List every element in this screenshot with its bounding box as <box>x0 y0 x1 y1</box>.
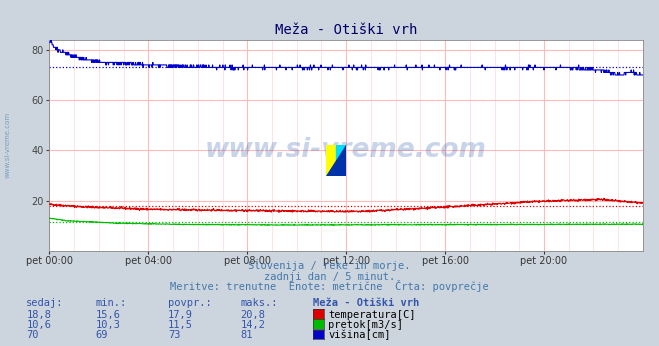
Text: Meritve: trenutne  Enote: metrične  Črta: povprečje: Meritve: trenutne Enote: metrične Črta: … <box>170 280 489 292</box>
Text: zadnji dan / 5 minut.: zadnji dan / 5 minut. <box>264 272 395 282</box>
Bar <box>336 145 346 176</box>
Text: 73: 73 <box>168 330 181 340</box>
Polygon shape <box>326 145 346 176</box>
Text: 70: 70 <box>26 330 39 340</box>
Title: Meža - Otiški vrh: Meža - Otiški vrh <box>275 23 417 37</box>
Text: sedaj:: sedaj: <box>26 298 64 308</box>
Text: 69: 69 <box>96 330 108 340</box>
Text: min.:: min.: <box>96 298 127 308</box>
Text: 20,8: 20,8 <box>241 310 266 320</box>
Text: Slovenija / reke in morje.: Slovenija / reke in morje. <box>248 261 411 271</box>
Text: 10,6: 10,6 <box>26 320 51 330</box>
Text: www.si-vreme.com: www.si-vreme.com <box>205 137 487 163</box>
Text: povpr.:: povpr.: <box>168 298 212 308</box>
Text: maks.:: maks.: <box>241 298 278 308</box>
Text: 17,9: 17,9 <box>168 310 193 320</box>
Text: pretok[m3/s]: pretok[m3/s] <box>328 320 403 330</box>
Text: www.si-vreme.com: www.si-vreme.com <box>5 112 11 179</box>
Text: 18,8: 18,8 <box>26 310 51 320</box>
Text: 11,5: 11,5 <box>168 320 193 330</box>
Text: višina[cm]: višina[cm] <box>328 330 391 340</box>
Text: 15,6: 15,6 <box>96 310 121 320</box>
Text: 10,3: 10,3 <box>96 320 121 330</box>
Text: 81: 81 <box>241 330 253 340</box>
Text: 14,2: 14,2 <box>241 320 266 330</box>
Bar <box>326 145 336 176</box>
Text: Meža - Otiški vrh: Meža - Otiški vrh <box>313 298 419 308</box>
Text: temperatura[C]: temperatura[C] <box>328 310 416 320</box>
